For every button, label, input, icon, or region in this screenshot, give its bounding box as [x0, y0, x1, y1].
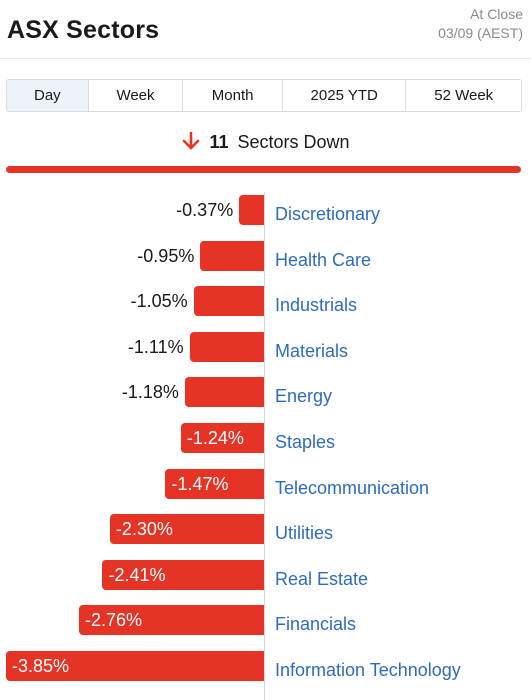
bar-real-estate: [102, 560, 264, 590]
value-label-utilities: -2.30%: [115, 519, 173, 539]
sector-link-utilities[interactable]: Utilities: [275, 523, 334, 543]
value-label-materials: -1.11%: [127, 337, 184, 357]
sector-link-industrials[interactable]: Industrials: [275, 295, 358, 315]
sector-row-discretionary[interactable]: -0.37% Discretionary: [0, 195, 531, 225]
summary-bar: [6, 166, 521, 173]
value-label-information-technology: -3.85%: [12, 656, 70, 676]
sector-row-health-care[interactable]: -0.95% Health Care: [0, 241, 531, 271]
value-label-discretionary: -0.37%: [176, 200, 234, 220]
sector-row-telecommunication[interactable]: -1.47% Telecommunication: [0, 469, 531, 499]
sectors-summary: 11 Sectors Down: [0, 131, 531, 156]
bar-materials: [189, 332, 264, 362]
sector-row-staples[interactable]: -1.24% Staples: [0, 423, 531, 453]
sector-row-energy[interactable]: -1.18% Energy: [0, 377, 531, 407]
status-label: At Close: [470, 6, 523, 22]
sector-row-materials[interactable]: -1.11% Materials: [0, 332, 531, 362]
tab-52-week[interactable]: 52 Week: [434, 87, 494, 104]
bar-information-technology: [6, 651, 264, 681]
sector-link-real-estate[interactable]: Real Estate: [275, 569, 369, 589]
sectors-down-label: Sectors Down: [237, 132, 350, 152]
sector-link-energy[interactable]: Energy: [275, 386, 333, 406]
bar-utilities: [109, 514, 264, 544]
sector-link-staples[interactable]: Staples: [275, 432, 336, 452]
sector-row-industrials[interactable]: -1.05% Industrials: [0, 286, 531, 316]
value-label-health-care: -0.95%: [137, 246, 195, 266]
value-label-staples: -1.24%: [186, 428, 244, 448]
timestamp: 03/09 (AEST): [438, 25, 523, 41]
tab-2025-ytd[interactable]: 2025 YTD: [283, 80, 407, 111]
tab-month[interactable]: Month: [183, 80, 283, 111]
sector-link-information-technology[interactable]: Information Technology: [275, 660, 461, 680]
sector-link-telecommunication[interactable]: Telecommunication: [275, 478, 430, 498]
chart-axis-line: [264, 192, 265, 700]
header: ASX Sectors At Close 03/09 (AEST): [0, 0, 531, 59]
value-label-financials: -2.76%: [85, 610, 143, 630]
value-label-industrials: -1.05%: [130, 291, 188, 311]
tab-week[interactable]: Week: [89, 80, 184, 111]
sector-link-financials[interactable]: Financials: [275, 614, 357, 634]
value-label-telecommunication: -1.47%: [171, 474, 229, 494]
page-title: ASX Sectors: [7, 16, 160, 44]
arrow-down-icon: [181, 131, 201, 156]
sector-link-health-care[interactable]: Health Care: [275, 250, 372, 270]
sector-row-utilities[interactable]: -2.30% Utilities: [0, 514, 531, 544]
value-label-energy: -1.18%: [121, 382, 179, 402]
sectors-down-count: 11: [209, 132, 229, 152]
sector-row-information-technology[interactable]: -3.85% Information Technology: [0, 651, 531, 681]
bar-discretionary: [239, 195, 264, 225]
bar-energy: [184, 377, 264, 407]
market-status: At Close 03/09 (AEST): [438, 5, 523, 43]
bar-telecommunication: [165, 469, 264, 499]
sector-link-materials[interactable]: Materials: [275, 341, 349, 361]
tab-day[interactable]: Day: [7, 80, 89, 111]
value-label-real-estate: -2.41%: [108, 565, 166, 585]
sector-row-financials[interactable]: -2.76% Financials: [0, 605, 531, 635]
sector-link-discretionary[interactable]: Discretionary: [275, 204, 381, 224]
bar-financials: [79, 605, 264, 635]
bar-health-care: [200, 241, 264, 271]
period-tabs: Day Week Month 2025 YTD 52 Week: [6, 79, 522, 112]
sector-row-real-estate[interactable]: -2.41% Real Estate: [0, 560, 531, 590]
bar-industrials: [193, 286, 264, 316]
bar-staples: [180, 423, 264, 453]
